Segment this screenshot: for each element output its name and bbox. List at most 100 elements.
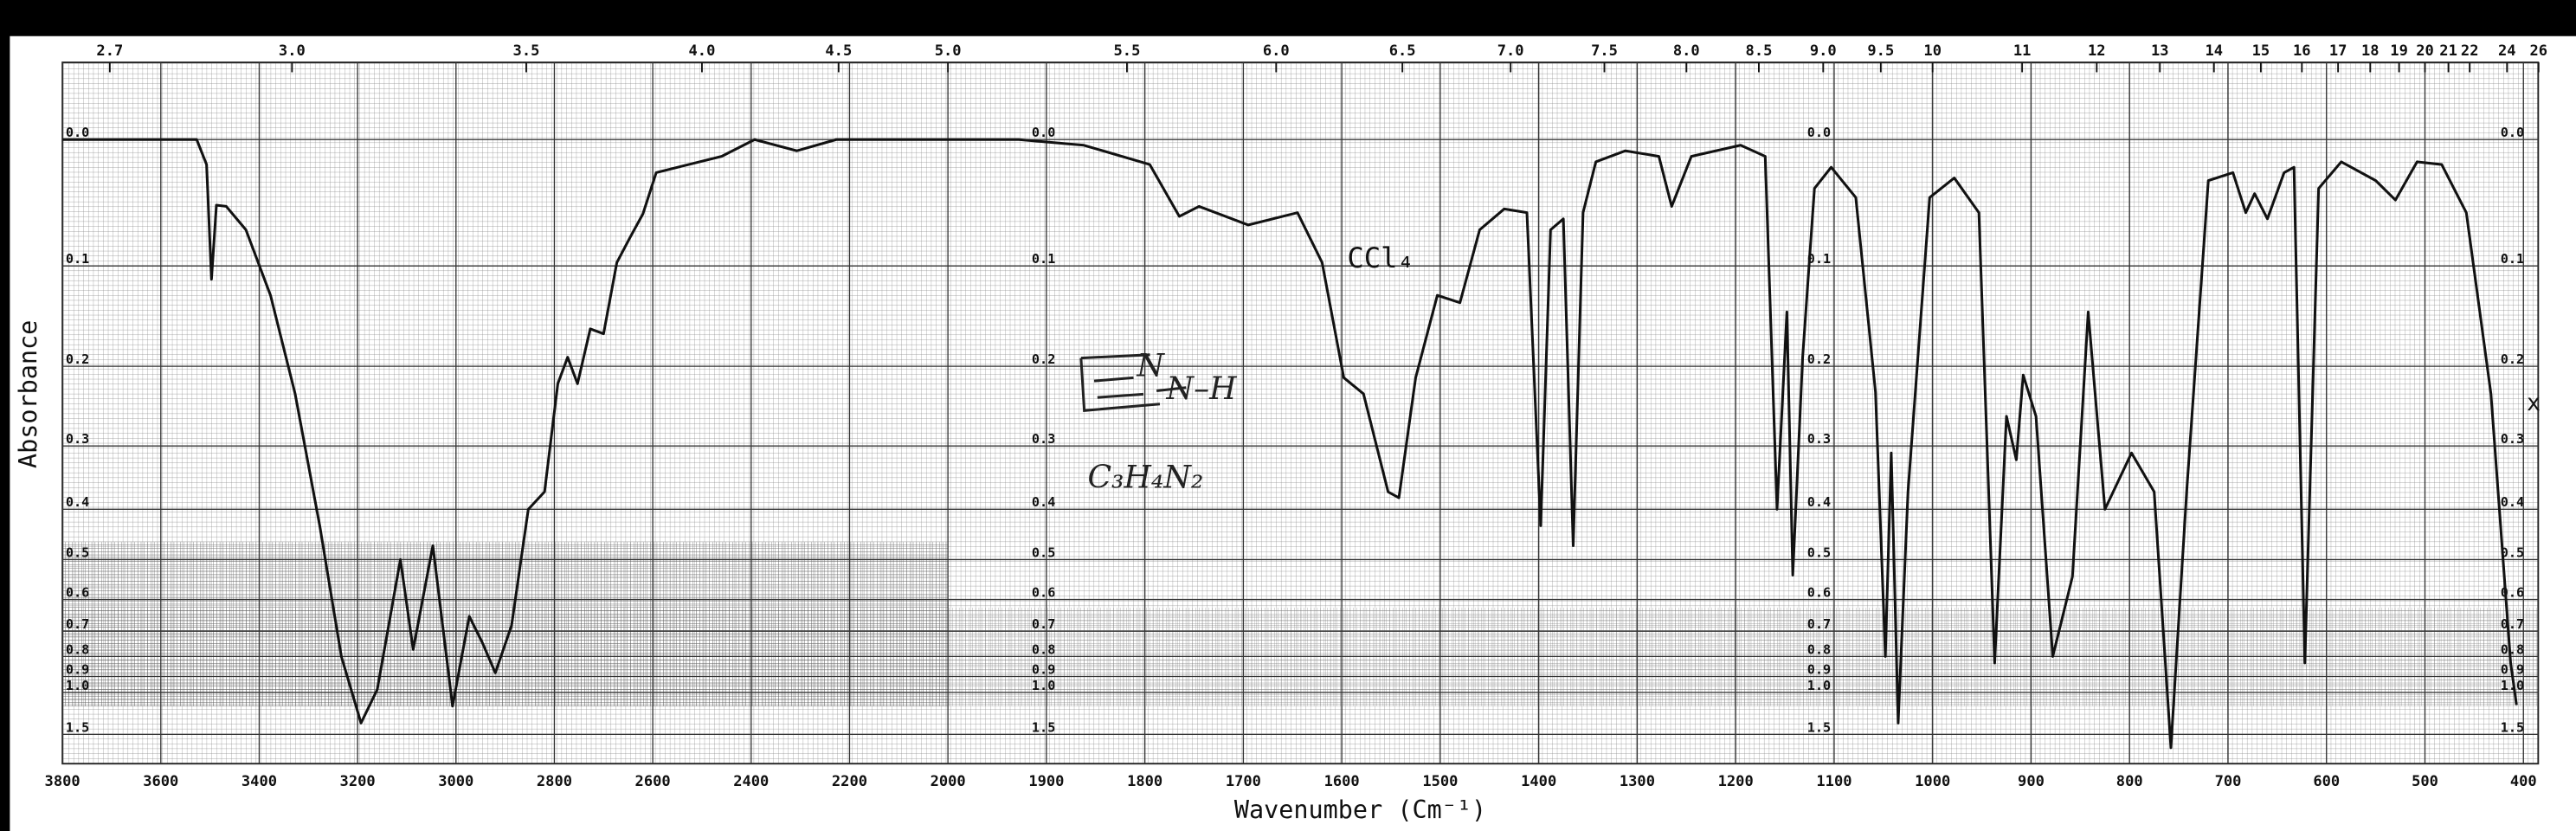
y-tick-label: 0.4 xyxy=(1807,494,1831,510)
top-tick-label: 8.5 xyxy=(1746,42,1773,60)
top-tick-label: 10 xyxy=(1923,42,1942,60)
x-tick-label: 3400 xyxy=(242,773,277,790)
y-tick-label: 0.3 xyxy=(66,431,89,447)
top-tick-label: 2.7 xyxy=(96,42,123,60)
y-tick-label: 0.2 xyxy=(66,351,89,367)
y-tick-label: 0.6 xyxy=(66,585,89,601)
top-tick-label: 19 xyxy=(2390,42,2408,60)
x-tick-label: 900 xyxy=(2018,773,2045,790)
y-tick-label: 0.0 xyxy=(1032,125,1055,140)
x-tick-label: 1100 xyxy=(1816,773,1852,790)
x-tick-label: 2200 xyxy=(832,773,867,790)
x-tick-label: 3800 xyxy=(45,773,80,790)
y-tick-label: 0.5 xyxy=(1032,544,1055,560)
y-tick-label: 0.7 xyxy=(1807,616,1831,632)
x-tick-label: 3000 xyxy=(438,773,473,790)
y-tick-label: 0.0 xyxy=(66,125,89,140)
top-tick-label: 15 xyxy=(2252,42,2270,60)
top-tick-label: 20 xyxy=(2416,42,2434,60)
formula-label: C₃H₄N₂ xyxy=(1087,459,1203,495)
y-tick-label: 0.9 xyxy=(66,661,89,677)
top-tick-label: 9.0 xyxy=(1810,42,1837,60)
y-tick-label: 0.9 xyxy=(1807,661,1831,677)
x-tick-label: 700 xyxy=(2215,773,2242,790)
y-tick-label: 0.2 xyxy=(1032,351,1055,367)
x-tick-label: 1500 xyxy=(1422,773,1458,790)
x-tick-label: 1400 xyxy=(1521,773,1556,790)
y-tick-label: 0.5 xyxy=(2501,544,2524,560)
structure-sketch xyxy=(1079,353,1187,412)
x-tick-label: 1000 xyxy=(1915,773,1950,790)
y-tick-label: 1.0 xyxy=(1807,678,1831,693)
top-tick-label: 14 xyxy=(2205,42,2223,60)
top-tick-label: 13 xyxy=(2151,42,2169,60)
x-axis-title: Wavenumber (Cm⁻¹) xyxy=(1234,796,1486,824)
top-tick-label: 5.5 xyxy=(1114,42,1141,60)
y-tick-label: 0.1 xyxy=(66,251,89,267)
y-tick-label: 1.5 xyxy=(1032,719,1055,735)
solvent-label: CCl₄ xyxy=(1347,242,1414,274)
y-tick-label: 0.4 xyxy=(66,494,89,510)
top-tick-label: 7.5 xyxy=(1591,42,1618,60)
top-tick-label: 22 xyxy=(2461,42,2479,60)
top-tick-label: 8.0 xyxy=(1673,42,1700,60)
y-tick-label: 0.8 xyxy=(2501,641,2524,657)
top-tick-label: 24 xyxy=(2498,42,2516,60)
x-tick-label: 2800 xyxy=(537,773,572,790)
y-tick-label: 0.5 xyxy=(66,544,89,560)
x-tick-label: 1700 xyxy=(1226,773,1261,790)
x-tick-label: 1800 xyxy=(1127,773,1162,790)
top-tick-label: 5.0 xyxy=(935,42,962,60)
y-tick-label: 1.5 xyxy=(66,719,89,735)
top-tick-label: 17 xyxy=(2329,42,2347,60)
top-tick-label: 3.0 xyxy=(279,42,306,60)
x-tick-label: 800 xyxy=(2116,773,2143,790)
top-tick-label: 11 xyxy=(2013,42,2032,60)
x-tick-label: 600 xyxy=(2313,773,2340,790)
x-tick-label: 3600 xyxy=(143,773,178,790)
y-tick-label: 0.6 xyxy=(1807,585,1831,601)
edge-mark: x xyxy=(2527,390,2541,416)
y-tick-label: 0.7 xyxy=(66,616,89,632)
top-tick-label: 9.5 xyxy=(1867,42,1894,60)
y-axis-title: Absorbance xyxy=(14,320,42,468)
y-tick-label: 0.8 xyxy=(1807,641,1831,657)
x-tick-label: 1200 xyxy=(1718,773,1754,790)
y-tick-label: 1.5 xyxy=(1807,719,1831,735)
y-tick-label: 0.0 xyxy=(1807,125,1831,140)
y-tick-label: 0.7 xyxy=(1032,616,1055,632)
top-tick-label: 21 xyxy=(2439,42,2457,60)
structure-atom: N xyxy=(1136,347,1165,383)
x-tick-label: 2600 xyxy=(635,773,671,790)
y-tick-label: 1.5 xyxy=(2501,719,2524,735)
top-border xyxy=(0,0,2576,36)
y-tick-label: 0.5 xyxy=(1807,544,1831,560)
y-tick-label: 1.0 xyxy=(1032,678,1055,693)
structure-atom: N–H xyxy=(1166,370,1239,407)
y-tick-label: 0.3 xyxy=(1032,431,1055,447)
y-tick-label: 0.2 xyxy=(1807,351,1831,367)
y-tick-label: 0.8 xyxy=(66,641,89,657)
top-tick-label: 12 xyxy=(2088,42,2106,60)
x-tick-label: 2400 xyxy=(733,773,769,790)
y-tick-label: 0.9 xyxy=(1032,661,1055,677)
x-tick-label: 3200 xyxy=(340,773,376,790)
y-tick-label: 0.2 xyxy=(2501,351,2524,367)
x-tick-label: 1600 xyxy=(1324,773,1360,790)
y-tick-label: 0.3 xyxy=(2501,431,2524,447)
y-tick-label: 0.1 xyxy=(1807,251,1831,267)
x-tick-label: 1900 xyxy=(1028,773,1064,790)
top-tick-label: 4.0 xyxy=(689,42,716,60)
x-tick-label: 400 xyxy=(2510,773,2537,790)
top-tick-label: 4.5 xyxy=(825,42,852,60)
top-tick-label: 18 xyxy=(2361,42,2380,60)
x-tick-label: 1300 xyxy=(1620,773,1655,790)
y-tick-label: 1.0 xyxy=(66,678,89,693)
y-tick-label: 0.1 xyxy=(1032,251,1055,267)
y-tick-label: 0.8 xyxy=(1032,641,1055,657)
y-tick-label: 0.4 xyxy=(2501,494,2524,510)
y-tick-label: 0.7 xyxy=(2501,616,2524,632)
y-tick-label: 0.6 xyxy=(1032,585,1055,601)
top-tick-label: 16 xyxy=(2293,42,2311,60)
